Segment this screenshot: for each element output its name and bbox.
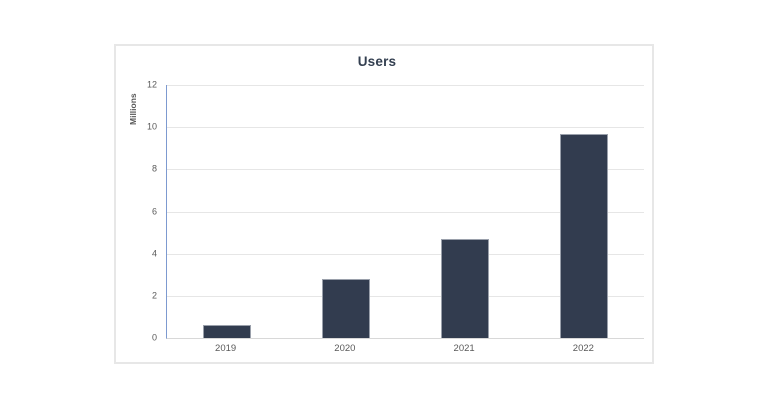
x-tick-label-2020: 2020 (334, 343, 356, 354)
y-tick-label-10: 10 (146, 121, 157, 132)
y-tick-label-4: 4 (151, 248, 157, 259)
bar-slot-2020 (286, 85, 405, 338)
gridline-4 (167, 253, 644, 255)
y-axis-tick-labels: 0 2 4 6 8 10 12 (116, 80, 157, 342)
bar-2020 (321, 278, 370, 338)
y-tick-label-6: 6 (151, 206, 157, 216)
gridline-12 (167, 85, 644, 86)
plot-area (166, 85, 644, 339)
bar-slot-2021 (406, 85, 525, 338)
chart-card: Users Millions 0 2 4 6 8 10 12 2019 2020 2021 202… (114, 44, 654, 364)
bar-2021 (441, 238, 490, 338)
bar-slot-2019 (167, 85, 286, 338)
chart-title: Users (357, 54, 397, 69)
y-tick-label-0: 0 (151, 332, 157, 343)
bar-slot-2022 (525, 85, 644, 338)
x-tick-label-2019: 2019 (215, 343, 237, 354)
y-tick-label-8: 8 (151, 163, 157, 174)
bar-2019 (202, 325, 251, 338)
x-tick-label-2021: 2021 (453, 343, 475, 354)
y-tick-label-2: 2 (151, 290, 157, 301)
gridline-2 (167, 295, 644, 297)
x-tick-label-2022: 2022 (572, 343, 594, 354)
y-tick-label-12: 12 (146, 79, 157, 90)
gridline-6 (167, 211, 644, 213)
gridline-8 (167, 169, 644, 171)
bar-2022 (560, 133, 609, 338)
x-axis-tick-labels: 2019 2020 2021 2022 (166, 343, 643, 354)
bars-layer (167, 85, 644, 338)
gridline-10 (167, 127, 644, 129)
